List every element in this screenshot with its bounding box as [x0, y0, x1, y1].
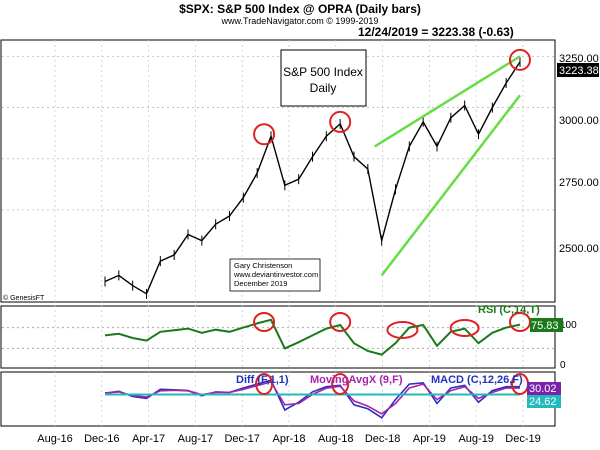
rsi-circle — [449, 319, 480, 337]
rsi-circle — [329, 312, 352, 332]
rsi-value-badge — [530, 318, 563, 332]
x-tick-label: Aug-17 — [178, 433, 213, 445]
rsi-line — [104, 318, 521, 356]
movingavg-value-badge — [527, 382, 561, 395]
diff-legend: Diff (F,1,1) — [236, 374, 289, 386]
quote-text: 12/24/2019 = 3223.38 (-0.63) — [358, 25, 514, 39]
peak-circle — [253, 123, 276, 146]
y-tick-label: 3000.00 — [559, 115, 599, 127]
note-box-line2: Daily — [310, 81, 337, 95]
author-website: www.deviantinvestor.com — [233, 270, 318, 279]
x-tick-label: Aug-16 — [37, 433, 72, 445]
price-series — [104, 56, 521, 299]
rsi-circle — [253, 312, 276, 332]
note-box — [280, 49, 367, 107]
macd-legend: MACD (C,12,26,F) — [431, 374, 523, 386]
macd-series — [104, 379, 521, 419]
genesis-label: © GenesisFT — [3, 294, 45, 302]
last-price-label: 3223.38 — [559, 65, 599, 77]
x-tick-label: Dec-17 — [224, 433, 259, 445]
last-price-badge — [557, 63, 599, 77]
rsi-title: RSI (C,14,T) — [478, 304, 540, 316]
trendline — [374, 55, 521, 148]
x-tick-label: Apr-17 — [132, 433, 165, 445]
x-tick-label: Apr-19 — [413, 433, 446, 445]
x-tick-label: Aug-18 — [318, 433, 353, 445]
x-tick-label: Aug-19 — [458, 433, 493, 445]
trendlines — [374, 55, 521, 277]
peak-circle — [509, 48, 531, 71]
chart-title: $SPX: S&P 500 Index @ OPRA (Daily bars) — [179, 2, 421, 16]
x-tick-label: Dec-18 — [365, 433, 400, 445]
macd-value-badge — [527, 395, 561, 408]
macd-circle — [255, 373, 274, 395]
x-tick-label: Dec-16 — [84, 433, 119, 445]
author-date: December 2019 — [234, 279, 287, 288]
peak-circle — [329, 110, 352, 133]
rsi-series — [2, 318, 555, 356]
macd-signal-label: 24.62 — [529, 396, 557, 408]
rsi-tick-0: 0 — [560, 360, 566, 371]
y-tick-label: 2750.00 — [559, 177, 599, 189]
y-tick-label: 2500.00 — [559, 243, 599, 255]
copyright-text: www.TradeNavigator.com © 1999-2019 — [221, 16, 379, 26]
rsi-value-label: 75.83 — [531, 320, 559, 332]
x-axis-labels: Aug-16 Dec-16 Apr-17 Aug-17 Dec-17 Apr-18 Aug-… — [37, 433, 540, 445]
y-tick-label: 3250.00 — [559, 53, 599, 65]
macd-value-label: 30.02 — [529, 383, 557, 395]
movingavg-legend: MovingAvgX (9,F) — [310, 374, 403, 386]
price-panel-frame — [0, 39, 556, 303]
macd-circle — [331, 373, 350, 395]
grid-lines — [2, 40, 555, 426]
note-box-line1: S&P 500 Index — [283, 65, 363, 79]
x-tick-label: Apr-18 — [272, 433, 305, 445]
x-tick-label: Dec-19 — [505, 433, 540, 445]
rsi-circle — [386, 321, 419, 339]
rsi-panel-frame — [0, 305, 556, 369]
author-box — [229, 258, 321, 292]
rsi-tick-100: 100 — [560, 320, 577, 331]
trendline — [380, 94, 521, 277]
author-name: Gary Christenson — [234, 261, 292, 270]
